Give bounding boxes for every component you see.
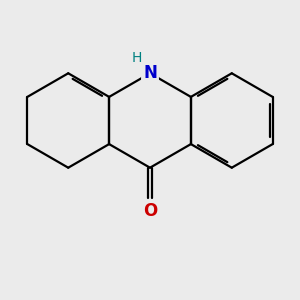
Text: H: H bbox=[132, 51, 142, 65]
Text: N: N bbox=[143, 64, 157, 82]
Text: O: O bbox=[143, 202, 157, 220]
